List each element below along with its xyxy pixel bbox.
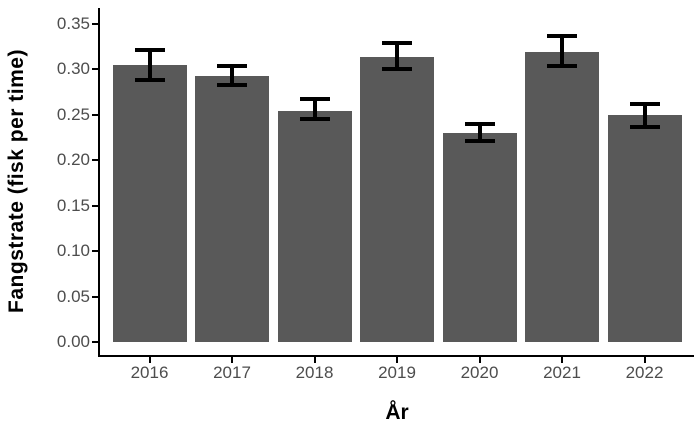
x-tick-label-2021: 2021 bbox=[543, 363, 581, 382]
error-bar-line-2018 bbox=[312, 99, 317, 120]
error-bar-cap-top-2020 bbox=[464, 121, 495, 126]
error-bar-line-2017 bbox=[230, 66, 234, 86]
error-bar-cap-bottom-2020 bbox=[464, 138, 495, 143]
y-tick-mark bbox=[92, 341, 98, 343]
y-tick-label: 0.15 bbox=[56, 195, 90, 215]
x-tick-label-2016: 2016 bbox=[130, 363, 169, 382]
bar-2021 bbox=[525, 51, 599, 342]
y-tick-mark bbox=[92, 113, 98, 116]
bar-2018 bbox=[277, 110, 352, 342]
error-bar-line-2016 bbox=[147, 49, 152, 80]
error-bar-line-2020 bbox=[477, 123, 482, 141]
y-tick-label: 0.25 bbox=[56, 104, 90, 124]
error-bar-cap-bottom-2022 bbox=[629, 125, 660, 130]
error-bar-line-2021 bbox=[560, 36, 564, 67]
bar-2019 bbox=[360, 57, 434, 342]
error-bar-cap-top-2017 bbox=[217, 64, 247, 69]
x-tick-mark bbox=[478, 357, 481, 363]
error-bar-cap-top-2018 bbox=[299, 97, 330, 102]
y-axis-title: Fangstrate (fisk per time) bbox=[5, 49, 28, 313]
x-tick-mark bbox=[313, 357, 316, 363]
error-bar-cap-top-2016 bbox=[134, 47, 165, 52]
error-bar-line-2019 bbox=[395, 42, 399, 69]
x-tick-mark bbox=[643, 357, 646, 363]
y-tick-label: 0.30 bbox=[56, 59, 90, 78]
y-tick-label: 0.10 bbox=[56, 241, 90, 260]
bar-2022 bbox=[607, 115, 682, 342]
error-bar-cap-bottom-2018 bbox=[299, 117, 330, 122]
x-tick-label-2018: 2018 bbox=[295, 363, 334, 382]
error-bar-cap-bottom-2016 bbox=[134, 77, 165, 82]
x-tick-label-2022: 2022 bbox=[625, 363, 664, 382]
x-tick-mark bbox=[561, 357, 563, 363]
x-tick-mark bbox=[231, 357, 233, 363]
y-tick-mark bbox=[92, 68, 98, 70]
y-tick-mark bbox=[92, 295, 98, 298]
x-tick-mark bbox=[396, 357, 398, 363]
bar-2016 bbox=[112, 65, 187, 342]
error-bar-cap-bottom-2021 bbox=[547, 64, 577, 69]
y-tick-label: 0.35 bbox=[56, 13, 90, 33]
error-bar-cap-bottom-2019 bbox=[382, 67, 412, 71]
y-tick-mark bbox=[92, 22, 98, 25]
x-tick-label-2017: 2017 bbox=[213, 363, 251, 382]
bar-2020 bbox=[442, 132, 517, 342]
y-tick-mark bbox=[92, 159, 98, 161]
y-tick-label: 0.20 bbox=[56, 150, 90, 169]
y-tick-label: 0.00 bbox=[56, 332, 90, 351]
x-tick-label-2020: 2020 bbox=[460, 363, 499, 382]
x-axis-title: År bbox=[385, 401, 409, 424]
x-tick-mark bbox=[148, 357, 151, 363]
error-bar-cap-top-2022 bbox=[629, 102, 660, 107]
error-bar-cap-bottom-2017 bbox=[217, 83, 247, 88]
error-bar-cap-top-2019 bbox=[382, 40, 412, 45]
y-axis-line bbox=[98, 8, 100, 357]
error-bar-cap-top-2021 bbox=[547, 34, 577, 39]
bar-2017 bbox=[195, 76, 269, 342]
y-tick-mark bbox=[92, 204, 98, 207]
x-axis-line bbox=[98, 355, 694, 357]
y-tick-label: 0.05 bbox=[56, 286, 90, 306]
error-bar-line-2022 bbox=[642, 104, 647, 128]
y-tick-mark bbox=[92, 250, 98, 252]
x-tick-label-2019: 2019 bbox=[378, 363, 416, 382]
